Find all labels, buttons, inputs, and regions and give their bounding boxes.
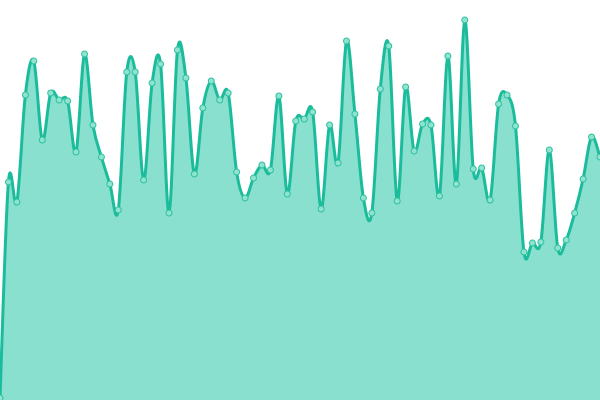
data-point-70	[588, 133, 596, 141]
data-point-51	[427, 121, 435, 129]
data-point-30	[250, 174, 258, 182]
data-point-68	[571, 209, 579, 217]
data-point-69	[579, 175, 587, 183]
data-point-16	[131, 68, 139, 76]
data-point-64	[537, 238, 545, 246]
data-point-1	[4, 178, 12, 186]
data-point-33	[275, 92, 283, 100]
data-point-36	[300, 115, 308, 123]
data-point-10	[81, 50, 89, 58]
data-point-54	[452, 180, 460, 188]
data-point-9	[72, 148, 80, 156]
data-point-23	[190, 170, 198, 178]
data-point-18	[148, 79, 156, 87]
data-point-21	[173, 46, 181, 54]
data-point-35	[292, 117, 300, 125]
data-point-49	[410, 147, 418, 155]
data-point-57	[478, 164, 486, 172]
data-point-13	[106, 180, 114, 188]
data-point-58	[486, 196, 494, 204]
data-point-0	[0, 394, 4, 400]
data-point-66	[554, 244, 562, 252]
data-point-15	[123, 68, 131, 76]
data-point-17	[140, 176, 148, 184]
data-point-12	[97, 153, 105, 161]
data-point-22	[182, 74, 190, 82]
data-point-47	[393, 197, 401, 205]
data-point-48	[402, 83, 410, 91]
data-point-53	[444, 52, 452, 60]
data-point-27	[224, 89, 232, 97]
data-point-14	[114, 206, 122, 214]
data-point-46	[385, 42, 393, 50]
data-point-62	[520, 248, 528, 256]
data-point-43	[359, 194, 367, 202]
data-point-4	[30, 57, 38, 65]
data-point-38	[317, 205, 325, 213]
data-point-52	[435, 192, 443, 200]
area-fill	[0, 19, 600, 400]
data-point-8	[64, 97, 72, 105]
data-point-31	[258, 161, 266, 169]
data-point-24	[199, 104, 207, 112]
data-point-45	[376, 85, 384, 93]
data-point-59	[495, 100, 503, 108]
data-point-7	[55, 96, 63, 104]
data-point-6	[47, 89, 55, 97]
data-point-39	[326, 121, 334, 129]
data-point-65	[545, 146, 553, 154]
data-point-44	[368, 209, 376, 217]
data-point-25	[207, 77, 215, 85]
data-points	[0, 16, 600, 400]
data-point-20	[165, 209, 173, 217]
data-point-26	[216, 96, 224, 104]
data-point-56	[469, 165, 477, 173]
data-point-19	[157, 60, 165, 68]
data-point-37	[309, 108, 317, 116]
data-point-40	[334, 159, 342, 167]
data-point-11	[89, 121, 97, 129]
data-point-28	[233, 168, 241, 176]
data-point-67	[562, 236, 570, 244]
data-point-29	[241, 194, 249, 202]
data-point-61	[511, 122, 519, 130]
data-point-71	[596, 153, 600, 161]
data-point-60	[503, 91, 511, 99]
data-point-2	[13, 198, 21, 206]
data-point-34	[283, 190, 291, 198]
data-point-41	[342, 37, 350, 45]
data-point-42	[351, 110, 359, 118]
data-point-50	[419, 120, 427, 128]
data-point-5	[38, 136, 46, 144]
data-point-3	[21, 91, 29, 99]
data-point-63	[528, 239, 536, 247]
data-point-55	[461, 16, 469, 24]
data-point-32	[266, 166, 274, 174]
